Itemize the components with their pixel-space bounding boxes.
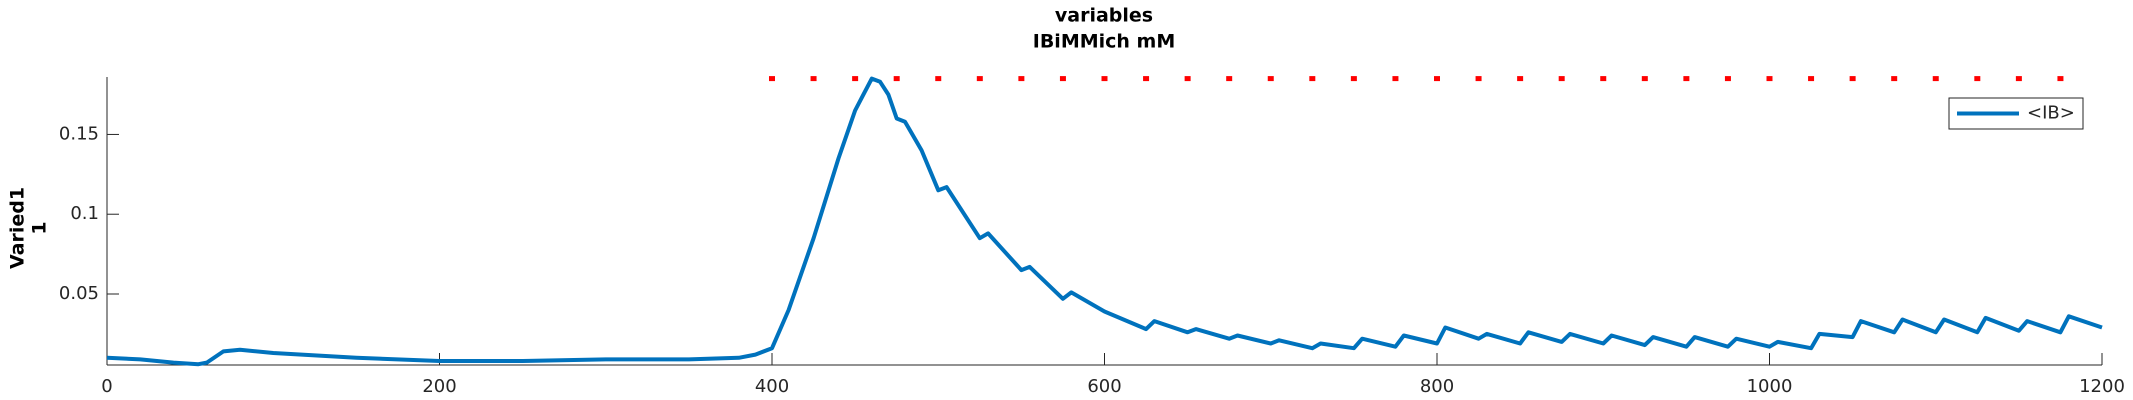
x-tick-label: 200 xyxy=(422,376,456,397)
y-tick-label: 0.1 xyxy=(70,203,99,224)
marker xyxy=(976,76,983,82)
y-tick-label: 0.15 xyxy=(59,123,99,144)
x-tick-label: 400 xyxy=(755,376,789,397)
y-label-line: Varied1 xyxy=(7,187,29,269)
x-tick-label: 0 xyxy=(101,376,112,397)
legend-label: <IB> xyxy=(2027,103,2075,124)
marker xyxy=(1891,76,1898,82)
marker xyxy=(2015,76,2022,82)
chart-subtitle: IBiMMich mM xyxy=(1033,31,1176,53)
marker xyxy=(1766,76,1773,82)
marker xyxy=(1808,76,1815,82)
chart-title: variables xyxy=(1055,5,1153,27)
x-tick-label: 1200 xyxy=(2079,376,2125,397)
marker xyxy=(1226,76,1233,82)
marker xyxy=(893,76,900,82)
marker xyxy=(1641,76,1648,82)
marker xyxy=(1600,76,1607,82)
marker xyxy=(1392,76,1399,82)
y-tick-label: 0.05 xyxy=(59,283,99,304)
marker xyxy=(2057,76,2064,82)
marker xyxy=(1059,76,1066,82)
marker xyxy=(1517,76,1524,82)
marker xyxy=(852,76,859,82)
x-tick-label: 1000 xyxy=(1747,376,1793,397)
marker xyxy=(1724,76,1731,82)
marker xyxy=(1101,76,1108,82)
marker xyxy=(1267,76,1274,82)
y-label-line: 1 xyxy=(29,221,51,234)
marker xyxy=(1309,76,1316,82)
marker xyxy=(810,76,817,82)
marker xyxy=(1683,76,1690,82)
x-tick-label: 600 xyxy=(1087,376,1121,397)
marker xyxy=(1558,76,1565,82)
marker xyxy=(1475,76,1482,82)
marker xyxy=(1350,76,1357,82)
marker xyxy=(769,76,775,82)
marker xyxy=(1932,76,1939,82)
y-label: Varied1 1 xyxy=(7,187,51,269)
x-tick-label: 800 xyxy=(1420,376,1454,397)
marker xyxy=(1849,76,1856,82)
marker xyxy=(1018,76,1025,82)
marker xyxy=(1184,76,1191,82)
data-line xyxy=(106,76,2103,367)
marker xyxy=(1143,76,1150,82)
marker xyxy=(1974,76,1981,82)
marker xyxy=(935,76,942,82)
marker xyxy=(1434,76,1440,82)
